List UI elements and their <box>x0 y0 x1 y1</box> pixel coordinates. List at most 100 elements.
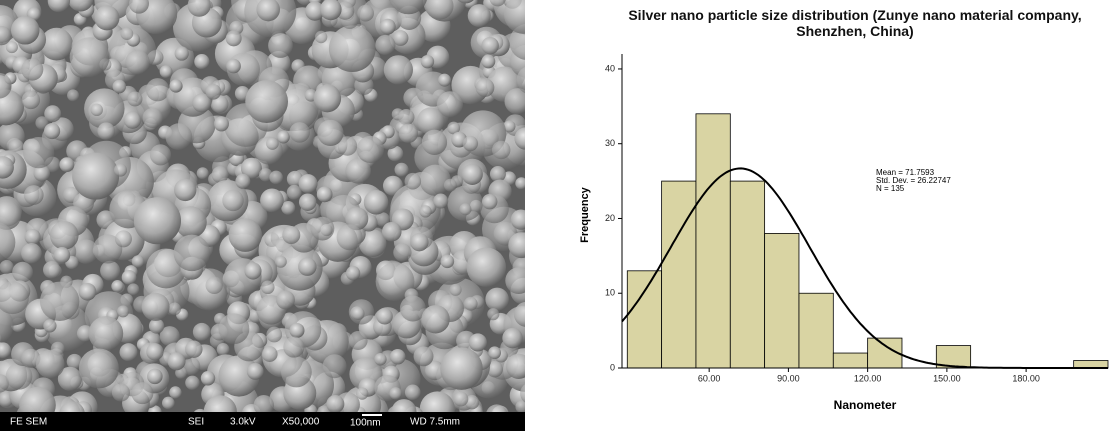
grain <box>508 232 534 258</box>
grain <box>364 190 389 215</box>
grain <box>44 105 61 122</box>
grain <box>514 302 539 327</box>
sem-info: FE SEM <box>10 417 47 428</box>
y-tick-label: 40 <box>605 63 615 73</box>
page: FE SEM SEI 3.0kV X50,000 100nm WD 7.5mm … <box>0 0 1110 431</box>
grain <box>490 166 506 182</box>
grain <box>121 27 134 40</box>
grain <box>440 347 483 390</box>
bar <box>833 353 867 368</box>
grain <box>323 354 347 378</box>
grain <box>422 130 447 155</box>
grain <box>25 229 41 245</box>
grain <box>317 120 343 146</box>
grain <box>6 41 18 53</box>
grain <box>114 164 127 177</box>
grain <box>520 382 542 404</box>
grain <box>11 16 40 45</box>
grain <box>40 282 79 321</box>
y-tick-label: 0 <box>610 362 615 372</box>
grain <box>222 190 243 211</box>
annotation: N = 135 <box>876 184 905 193</box>
y-axis-label: Frequency <box>579 186 591 243</box>
grain <box>266 327 282 343</box>
grain <box>511 209 531 229</box>
grain <box>438 74 451 87</box>
grain <box>502 328 522 348</box>
grain <box>299 193 316 210</box>
bar <box>765 233 799 368</box>
x-tick-label: 120.00 <box>854 373 882 383</box>
grain <box>463 136 478 151</box>
grain <box>283 336 304 357</box>
grain <box>298 257 316 275</box>
y-tick-label: 20 <box>605 213 615 223</box>
bar <box>627 271 661 368</box>
grain <box>22 91 40 109</box>
grain <box>380 19 396 35</box>
grain <box>89 316 124 351</box>
grain <box>433 194 448 209</box>
grain <box>482 194 497 209</box>
grain <box>337 224 363 250</box>
sem-info: 3.0kV <box>230 417 256 428</box>
grain <box>219 313 250 344</box>
bar <box>1074 361 1108 368</box>
x-tick-label: 150.00 <box>933 373 961 383</box>
grain <box>492 141 510 159</box>
grain <box>349 331 368 350</box>
grain <box>276 291 295 310</box>
x-tick-label: 90.00 <box>777 373 800 383</box>
grain <box>262 346 278 362</box>
grain <box>410 233 428 251</box>
grain <box>0 260 14 274</box>
grain <box>206 277 223 294</box>
grain <box>523 354 535 366</box>
grain <box>390 349 406 365</box>
grain <box>419 205 431 217</box>
grain <box>468 4 491 27</box>
grain <box>346 266 360 280</box>
grain <box>414 346 434 366</box>
grain <box>197 167 209 179</box>
grain <box>244 262 261 279</box>
grain <box>462 164 483 185</box>
grain <box>289 122 310 143</box>
grain <box>393 243 411 261</box>
grain <box>420 165 451 196</box>
grain <box>287 185 302 200</box>
grain <box>315 31 327 43</box>
grain <box>464 297 478 311</box>
grain <box>326 395 344 413</box>
grain <box>72 153 119 200</box>
grain <box>50 221 79 250</box>
grain <box>481 37 498 54</box>
grain <box>185 376 199 390</box>
grain <box>146 78 169 101</box>
grain <box>235 174 250 189</box>
chart-title: Silver nano particle size distribution (… <box>600 7 1110 39</box>
bar <box>730 181 764 368</box>
grain <box>165 123 192 150</box>
grain <box>23 137 54 168</box>
x-axis-label: Nanometer <box>834 398 897 412</box>
x-tick-label: 180.00 <box>1012 373 1040 383</box>
grain <box>505 267 532 294</box>
grain <box>169 386 181 398</box>
grain <box>162 397 175 410</box>
y-tick-label: 10 <box>605 288 615 298</box>
grain <box>269 171 283 185</box>
grain <box>469 333 487 351</box>
grain <box>261 280 275 294</box>
grain <box>375 35 395 55</box>
grain <box>226 59 241 74</box>
y-tick-label: 30 <box>605 138 615 148</box>
grain <box>214 116 229 131</box>
grain <box>160 65 173 78</box>
grain <box>112 384 130 402</box>
grain <box>440 254 454 268</box>
grain <box>168 352 186 370</box>
grain <box>174 179 196 201</box>
grain <box>111 280 123 292</box>
grain <box>275 256 287 268</box>
